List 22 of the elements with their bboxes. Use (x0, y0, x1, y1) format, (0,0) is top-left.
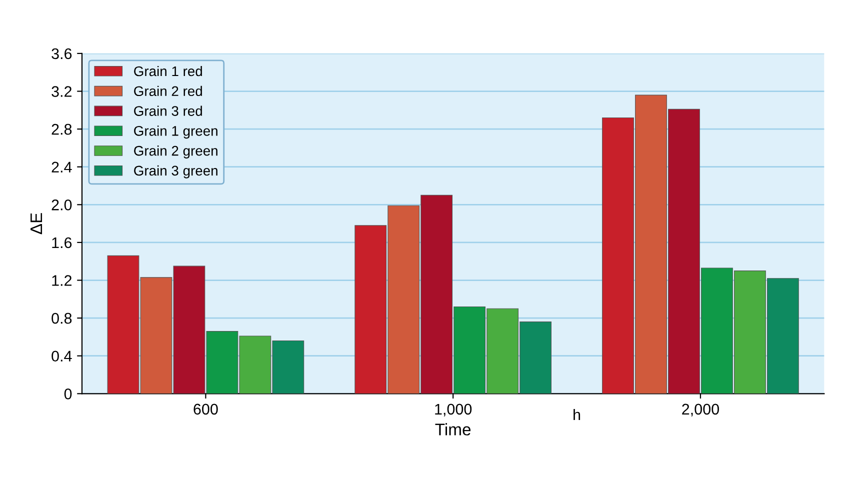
legend-label: Grain 1 red (134, 66, 202, 76)
y-tick-label: 1.6 (52, 237, 72, 248)
y-tick-label: 0.8 (52, 312, 72, 324)
y-axis-title: ΔE (30, 213, 42, 234)
text: h (574, 408, 580, 420)
legend-label: Grain 1 green (134, 126, 218, 139)
y-tick-label: 2.8 (52, 124, 72, 135)
legend-label: Grain 2 green (134, 146, 218, 158)
legend-label: Grain 3 green (134, 165, 218, 178)
legend-label: Grain 3 red (134, 106, 202, 116)
y-tick-label: 3.2 (52, 86, 72, 97)
x-tick-label: 1,000 (435, 404, 472, 416)
x-axis-title: Time (435, 423, 471, 436)
y-tick-label: 0.4 (52, 350, 72, 362)
y-tick-label: 0 (64, 388, 72, 400)
x-tick-label: 2,000 (682, 404, 719, 416)
y-tick-label: 2.0 (52, 200, 72, 210)
x-tick-label: 600 (194, 404, 218, 415)
y-tick-label: 1.2 (52, 275, 72, 286)
y-tick-label: 3.6 (52, 48, 72, 60)
y-tick-label: 2.4 (52, 162, 72, 172)
legend-label: Grain 2 red (134, 86, 202, 96)
